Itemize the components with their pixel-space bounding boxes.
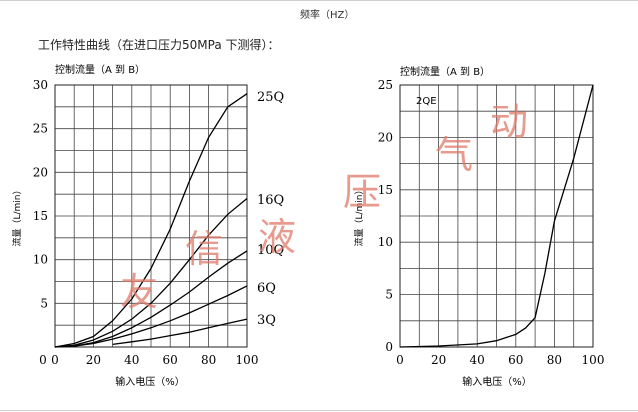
watermark-char: 友 [120, 270, 158, 314]
y-tick-label: 15 [378, 183, 393, 197]
series-line-16q [54, 197, 248, 348]
watermark-char: 液 [258, 215, 296, 259]
series-label-10q: 10Q [257, 243, 284, 258]
watermark-char: 动 [490, 100, 528, 144]
top-divider [0, 0, 638, 1]
y-tick-label: 25 [33, 122, 48, 136]
x-axis-label: 输入电压（%） [462, 375, 532, 388]
x-tick-label: 60 [163, 353, 178, 367]
y-tick-label: 10 [33, 253, 48, 267]
x-tick-label: 20 [431, 353, 446, 367]
x-tick-label: 60 [508, 353, 523, 367]
y-tick-label: 25 [378, 78, 393, 92]
x-tick-label: 0 [396, 353, 404, 367]
x-tick-label: 40 [124, 353, 139, 367]
x-tick-label: 80 [201, 353, 216, 367]
y-tick-label: 20 [33, 165, 48, 179]
origin-label: 0 [39, 353, 47, 367]
watermark-char: 压 [343, 170, 381, 214]
x-tick-label: 100 [236, 353, 259, 367]
x-tick-label: 0 [51, 353, 59, 367]
y-tick-label: 5 [385, 288, 393, 302]
chart-title: 控制流量（A 到 B） [400, 65, 490, 78]
bottom-divider [0, 410, 638, 411]
y-tick-label: 20 [378, 130, 393, 144]
plot-frame [54, 84, 248, 348]
series-line-25q [54, 93, 248, 348]
series-label-16q: 16Q [257, 193, 284, 208]
y-axis-label: 流量（L/min） [11, 185, 23, 246]
watermark-char: 信 [185, 227, 223, 271]
plot-frame [399, 84, 594, 348]
series-line-2qe [399, 84, 594, 348]
series-label-3q: 3Q [257, 313, 276, 328]
series-line-3q [112, 318, 248, 346]
frequency-note: 频率（HZ） [300, 10, 355, 21]
series-label-6q: 6Q [257, 281, 276, 296]
y-tick-label: 30 [33, 78, 48, 92]
x-tick-label: 20 [86, 353, 101, 367]
chart-title: 控制流量（A 到 B） [55, 63, 145, 76]
series-label-25q: 25Q [257, 90, 284, 105]
y-tick-label: 10 [378, 235, 393, 249]
x-tick-label: 40 [470, 353, 485, 367]
chart-annotation: 2QE [416, 96, 437, 107]
watermark-char: 气 [435, 133, 473, 177]
section-title: 工作特性曲线（在进口压力50MPa 下测得）： [38, 38, 280, 52]
series-line-6q [74, 285, 248, 347]
y-axis-label: 流量（L/min） [353, 185, 365, 246]
x-tick-label: 80 [547, 353, 562, 367]
y-tick-label: 0 [385, 340, 393, 354]
x-axis-label: 输入电压（%） [115, 375, 185, 388]
y-tick-label: 15 [33, 209, 48, 223]
x-tick-label: 100 [582, 353, 605, 367]
y-tick-label: 5 [40, 296, 48, 310]
